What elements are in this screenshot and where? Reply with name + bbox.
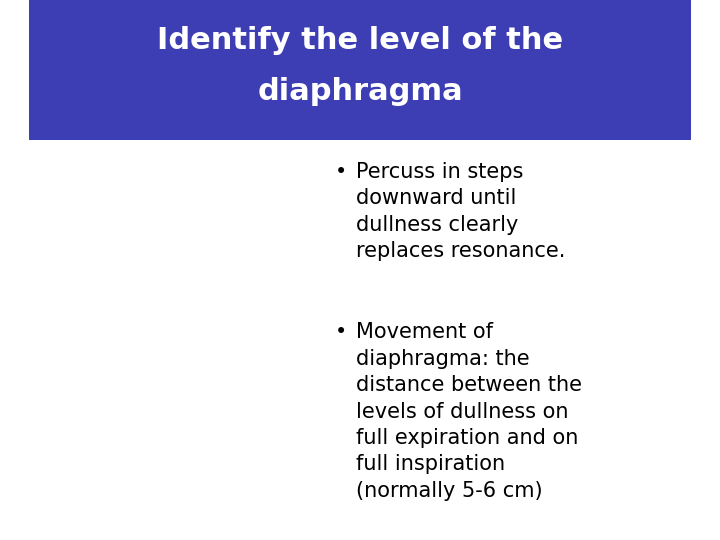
- Bar: [29, 0, 691, 140]
- Text: Identify the level of the: Identify the level of the: [157, 26, 563, 55]
- Text: •: •: [335, 162, 347, 182]
- Text: diaphragma: diaphragma: [257, 77, 463, 106]
- Text: Percuss in steps
downward until
dullness clearly
replaces resonance.: Percuss in steps downward until dullness…: [356, 162, 566, 261]
- Text: •: •: [335, 322, 347, 342]
- Text: Movement of
diaphragma: the
distance between the
levels of dullness on
full expi: Movement of diaphragma: the distance bet…: [356, 322, 582, 501]
